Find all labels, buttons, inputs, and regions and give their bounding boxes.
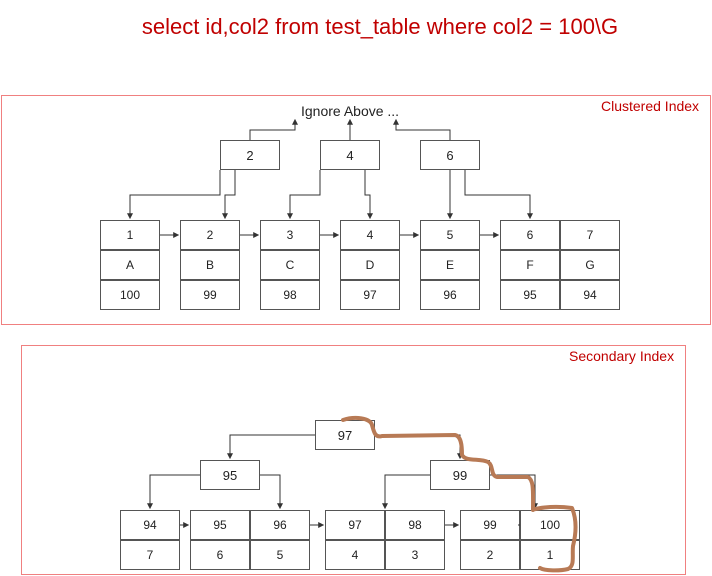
connector-down — [260, 474, 283, 510]
clustered-internal-node: 4 — [320, 140, 380, 170]
connector-down — [287, 170, 321, 220]
secondary-leaf-pk: 2 — [460, 540, 520, 570]
connector-down — [147, 474, 200, 510]
secondary-internal-node: 95 — [200, 460, 260, 490]
clustered-leaf-id: 7 — [560, 220, 620, 250]
clustered-leaf-col2: 99 — [180, 280, 240, 310]
clustered-leaf-name: D — [340, 250, 400, 280]
connector-up — [249, 118, 298, 140]
clustered-leaf-col2: 95 — [500, 280, 560, 310]
clustered-leaf-name: A — [100, 250, 160, 280]
connector-down — [464, 170, 533, 220]
secondary-internal-node: 99 — [430, 460, 490, 490]
clustered-leaf-name: C — [260, 250, 320, 280]
secondary-leaf-pk: 5 — [250, 540, 310, 570]
clustered-index-panel — [1, 95, 711, 325]
clustered-leaf-name: E — [420, 250, 480, 280]
secondary-leaf-key: 96 — [250, 510, 310, 540]
secondary-leaf-key: 94 — [120, 510, 180, 540]
connector-down — [222, 170, 236, 220]
secondary-leaf-key: 98 — [385, 510, 445, 540]
secondary-leaf-key: 99 — [460, 510, 520, 540]
secondary-leaf-pk: 6 — [190, 540, 250, 570]
clustered-leaf-col2: 96 — [420, 280, 480, 310]
connector-down — [364, 170, 373, 220]
connector-down — [227, 434, 315, 460]
clustered-leaf-col2: 100 — [100, 280, 160, 310]
secondary-leaf-key: 95 — [190, 510, 250, 540]
clustered-leaf-id: 5 — [420, 220, 480, 250]
query-title: select id,col2 from test_table where col… — [141, 14, 619, 39]
clustered-leaf-id: 3 — [260, 220, 320, 250]
clustered-leaf-name: B — [180, 250, 240, 280]
clustered-leaf-name: G — [560, 250, 620, 280]
clustered-internal-node: 2 — [220, 140, 280, 170]
secondary-leaf-key: 100 — [520, 510, 580, 540]
connector-down — [375, 434, 463, 460]
clustered-leaf-id: 6 — [500, 220, 560, 250]
clustered-leaf-col2: 94 — [560, 280, 620, 310]
secondary-leaf-pk: 3 — [385, 540, 445, 570]
clustered-leaf-col2: 97 — [340, 280, 400, 310]
clustered-internal-node: 6 — [420, 140, 480, 170]
connector-up — [393, 118, 451, 140]
secondary-leaf-pk: 1 — [520, 540, 580, 570]
ignore-above-text: Ignore Above ... — [301, 103, 400, 119]
clustered-leaf-col2: 98 — [260, 280, 320, 310]
connector-down — [490, 474, 538, 510]
secondary-leaf-key: 97 — [325, 510, 385, 540]
clustered-index-label: Clustered Index — [601, 98, 700, 114]
clustered-leaf-id: 2 — [180, 220, 240, 250]
clustered-leaf-id: 1 — [100, 220, 160, 250]
secondary-root-node: 97 — [315, 420, 375, 450]
connector-down — [127, 170, 221, 220]
secondary-leaf-pk: 7 — [120, 540, 180, 570]
clustered-leaf-id: 4 — [340, 220, 400, 250]
secondary-leaf-pk: 4 — [325, 540, 385, 570]
highlight-search-path — [341, 415, 578, 573]
secondary-index-panel — [21, 345, 686, 575]
connector-down — [382, 474, 430, 510]
clustered-leaf-name: F — [500, 250, 560, 280]
secondary-index-label: Secondary Index — [569, 348, 675, 364]
